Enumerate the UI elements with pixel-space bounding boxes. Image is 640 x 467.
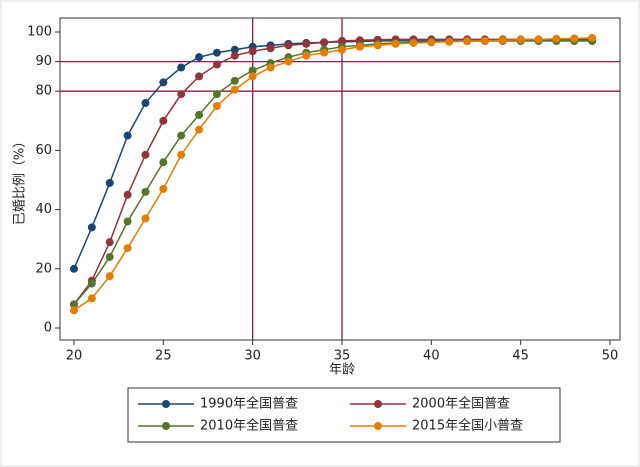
data-point — [248, 47, 257, 56]
data-point — [141, 187, 150, 196]
data-point — [141, 150, 150, 159]
data-point — [105, 272, 114, 281]
y-tick-label: 90 — [35, 54, 52, 69]
data-point — [391, 39, 400, 48]
data-point — [516, 35, 525, 44]
data-point — [141, 99, 150, 108]
data-point — [534, 35, 543, 44]
legend-label: 2010年全国普查 — [200, 418, 298, 434]
data-point — [248, 66, 257, 75]
data-point — [302, 51, 311, 60]
data-point — [230, 45, 239, 54]
data-point — [588, 33, 597, 42]
data-point — [159, 116, 168, 125]
x-axis-title: 年龄 — [329, 363, 355, 378]
y-tick-label: 100 — [27, 25, 52, 40]
data-point — [212, 102, 221, 110]
data-point — [195, 53, 204, 62]
data-point — [552, 34, 561, 43]
data-point — [177, 90, 186, 99]
legend-label: 2015年全国小普查 — [412, 418, 523, 434]
y-tick-label: 40 — [35, 202, 52, 217]
data-point — [248, 72, 257, 81]
legend-marker — [162, 422, 170, 430]
legend — [127, 387, 561, 443]
data-point — [141, 214, 150, 223]
data-point — [177, 63, 186, 72]
data-point — [427, 38, 436, 47]
data-point — [159, 158, 168, 167]
data-point — [463, 37, 472, 46]
data-point — [87, 294, 96, 303]
data-point — [266, 44, 275, 53]
data-point — [70, 306, 78, 315]
x-tick-label: 30 — [244, 349, 261, 364]
data-point — [230, 76, 239, 85]
legend-marker — [374, 422, 382, 430]
data-point — [105, 238, 114, 247]
data-point — [105, 252, 114, 261]
data-point — [302, 39, 311, 48]
data-point — [177, 150, 186, 159]
x-tick-label: 40 — [423, 349, 440, 364]
plot-frame — [59, 17, 621, 341]
data-point — [123, 244, 132, 253]
data-point — [320, 38, 329, 47]
data-point — [212, 90, 221, 99]
x-tick-label: 35 — [334, 349, 351, 364]
data-point — [195, 72, 204, 81]
data-point — [266, 63, 275, 72]
data-point — [230, 85, 239, 94]
x-tick-label: 45 — [512, 349, 529, 364]
data-point — [87, 279, 96, 288]
data-point — [159, 184, 168, 193]
data-point — [177, 131, 186, 140]
data-point — [338, 45, 346, 54]
data-point — [70, 264, 78, 273]
data-point — [320, 48, 329, 57]
data-point — [409, 38, 418, 47]
data-point — [70, 300, 78, 309]
legend-marker — [162, 400, 170, 408]
y-axis-title: 已婚比例（%） — [13, 135, 28, 225]
data-point — [123, 131, 132, 140]
data-point — [338, 36, 346, 45]
data-point — [195, 110, 204, 119]
y-tick-label: 80 — [35, 84, 52, 99]
data-point — [355, 42, 364, 51]
x-tick-label: 20 — [66, 349, 83, 364]
data-point — [195, 125, 204, 134]
x-tick-label: 25 — [155, 349, 172, 364]
data-point — [159, 78, 168, 87]
y-tick-label: 0 — [44, 321, 52, 336]
data-point — [230, 51, 239, 60]
data-point — [212, 48, 221, 57]
data-point — [87, 223, 96, 232]
data-point — [445, 37, 454, 46]
x-tick-label: 50 — [602, 349, 619, 364]
data-point — [570, 34, 579, 43]
data-point — [105, 178, 114, 187]
legend-marker — [374, 400, 382, 408]
data-point — [123, 217, 132, 226]
data-point — [284, 57, 293, 66]
legend-label: 2000年全国普查 — [412, 396, 510, 412]
data-point — [498, 36, 507, 45]
y-tick-label: 20 — [35, 261, 52, 276]
data-point — [284, 41, 293, 50]
y-tick-label: 60 — [35, 143, 52, 158]
data-point — [212, 60, 221, 69]
data-point — [123, 190, 132, 199]
data-point — [480, 36, 489, 45]
legend-label: 1990年全国普查 — [200, 396, 298, 412]
data-point — [373, 41, 382, 50]
